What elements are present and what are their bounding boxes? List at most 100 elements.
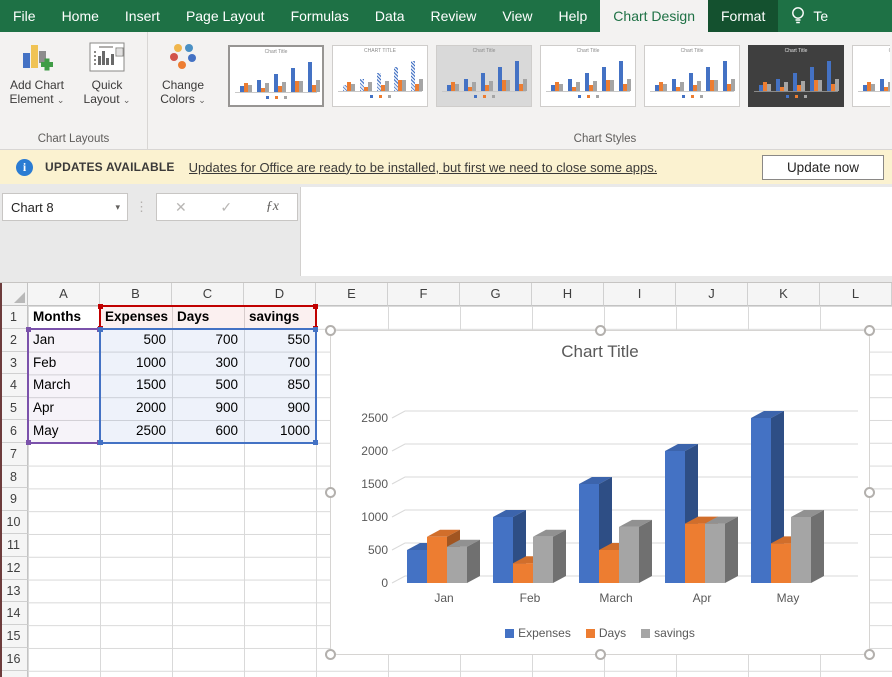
row-header-9[interactable]: 9: [0, 488, 28, 512]
tab-format[interactable]: Format: [708, 0, 779, 32]
column-header-d[interactable]: D: [244, 283, 316, 306]
tab-review[interactable]: Review: [430, 8, 477, 24]
column-header-e[interactable]: E: [316, 283, 388, 306]
range-handle[interactable]: [98, 304, 103, 309]
row-header-12[interactable]: 12: [0, 556, 28, 580]
row-header-5[interactable]: 5: [0, 397, 28, 420]
cell-D3[interactable]: 700: [287, 354, 310, 370]
range-handle[interactable]: [313, 327, 318, 332]
chart-resize-handle[interactable]: [325, 487, 336, 498]
cell-D2[interactable]: 550: [287, 331, 310, 347]
chart-resize-handle[interactable]: [864, 325, 875, 336]
chart-style-thumbnail-2[interactable]: CHART TITLE: [332, 45, 428, 107]
cell-A4[interactable]: March: [33, 377, 71, 393]
chart-style-thumbnail-4[interactable]: Chart Title: [540, 45, 636, 107]
cell-D4[interactable]: 850: [287, 377, 310, 393]
cell-A5[interactable]: Apr: [33, 400, 55, 416]
insert-function-icon[interactable]: ƒx: [265, 199, 279, 214]
chart-style-thumbnail-1[interactable]: Chart Title: [228, 45, 324, 107]
chart-style-thumbnail-3[interactable]: Chart Title: [436, 45, 532, 107]
row-header-8[interactable]: 8: [0, 465, 28, 489]
cell-B6[interactable]: 2500: [135, 423, 166, 438]
column-header-i[interactable]: I: [604, 283, 676, 306]
row-header-10[interactable]: 10: [0, 511, 28, 534]
row-header-3[interactable]: 3: [0, 351, 28, 375]
range-handle[interactable]: [26, 327, 31, 332]
cell-C6[interactable]: 600: [215, 423, 238, 438]
cell-C5[interactable]: 900: [215, 400, 238, 416]
chart-resize-handle[interactable]: [325, 325, 336, 336]
legend-item-savings[interactable]: savings: [641, 626, 695, 640]
tab-insert[interactable]: Insert: [124, 8, 160, 24]
add-chart-element-button[interactable]: Add Chart Element ⌄: [4, 38, 70, 107]
cell-D5[interactable]: 900: [287, 400, 310, 416]
tab-data[interactable]: Data: [374, 8, 405, 24]
tab-file[interactable]: File: [13, 8, 36, 24]
range-handle[interactable]: [313, 440, 318, 445]
legend-item-days[interactable]: Days: [585, 626, 626, 640]
range-handle[interactable]: [26, 440, 31, 445]
cell-B4[interactable]: 1500: [135, 377, 166, 393]
cell-B2[interactable]: 500: [143, 331, 166, 347]
cell-A6[interactable]: May: [33, 423, 59, 438]
chart-resize-handle[interactable]: [325, 649, 336, 660]
tab-chart-design[interactable]: Chart Design: [600, 0, 708, 32]
tab-page-layout[interactable]: Page Layout: [185, 8, 265, 24]
column-header-b[interactable]: B: [100, 283, 172, 306]
embedded-chart[interactable]: Chart Title 0 500 1000 1500 2000 2500 Jan Feb Ma…: [325, 325, 875, 660]
chart-style-thumbnail-5[interactable]: Chart Title: [644, 45, 740, 107]
row-header-17[interactable]: 17: [0, 670, 28, 677]
cell-B5[interactable]: 2000: [135, 400, 166, 416]
chart-style-thumbnail-6[interactable]: Chart Title: [748, 45, 844, 107]
column-header-j[interactable]: J: [676, 283, 748, 306]
row-header-4[interactable]: 4: [0, 374, 28, 398]
quick-layout-button[interactable]: Quick Layout ⌄: [74, 38, 140, 107]
row-header-11[interactable]: 11: [0, 534, 28, 557]
name-box-dropdown-icon[interactable]: ▾: [115, 201, 120, 212]
column-header-f[interactable]: F: [388, 283, 460, 306]
column-header-g[interactable]: G: [460, 283, 532, 306]
column-header-l[interactable]: L: [820, 283, 892, 306]
column-header-c[interactable]: C: [172, 283, 244, 306]
row-header-15[interactable]: 15: [0, 625, 28, 648]
cell-C4[interactable]: 500: [215, 377, 238, 393]
chart-resize-handle[interactable]: [594, 325, 606, 336]
cell-A3[interactable]: Feb: [33, 354, 57, 370]
range-handle[interactable]: [313, 304, 318, 309]
column-header-a[interactable]: A: [28, 283, 100, 306]
chart-title[interactable]: Chart Title: [561, 342, 639, 361]
change-colors-button[interactable]: Change Colors ⌄: [150, 38, 216, 107]
cell-A2[interactable]: Jan: [33, 331, 55, 347]
tell-me[interactable]: Te: [778, 0, 828, 32]
notification-link[interactable]: Updates for Office are ready to be insta…: [188, 159, 658, 175]
chart-resize-handle[interactable]: [864, 649, 875, 660]
tab-help[interactable]: Help: [558, 8, 588, 24]
cell-B3[interactable]: 1000: [135, 354, 166, 370]
row-header-6[interactable]: 6: [0, 420, 28, 443]
column-header-k[interactable]: K: [748, 283, 820, 306]
chart-style-thumbnail-7[interactable]: Chart Title: [852, 45, 890, 107]
row-header-16[interactable]: 16: [0, 648, 28, 671]
formula-input[interactable]: [300, 187, 892, 276]
column-header-h[interactable]: H: [532, 283, 604, 306]
cell-B1[interactable]: Expenses: [105, 309, 169, 324]
select-all-corner[interactable]: [0, 283, 28, 306]
row-header-14[interactable]: 14: [0, 602, 28, 626]
name-box[interactable]: Chart 8 ▾: [2, 193, 128, 221]
enter-icon[interactable]: ✓: [220, 198, 233, 215]
tab-formulas[interactable]: Formulas: [290, 8, 349, 24]
tab-view[interactable]: View: [502, 8, 533, 24]
cell-C2[interactable]: 700: [215, 331, 238, 347]
chart-resize-handle[interactable]: [594, 649, 606, 660]
legend-item-expenses[interactable]: Expenses: [505, 626, 571, 640]
chart-plot-area[interactable]: 0 500 1000 1500 2000 2500 Jan Feb March Apr May: [331, 371, 871, 616]
cancel-icon[interactable]: ✕: [175, 198, 187, 215]
chart-resize-handle[interactable]: [864, 487, 875, 498]
tab-home[interactable]: Home: [61, 8, 99, 24]
row-header-2[interactable]: 2: [0, 328, 28, 352]
row-header-13[interactable]: 13: [0, 579, 28, 603]
row-header-7[interactable]: 7: [0, 442, 28, 466]
range-handle[interactable]: [98, 440, 103, 445]
chart-legend[interactable]: Expenses Days savings: [331, 626, 869, 640]
range-handle[interactable]: [98, 327, 103, 332]
